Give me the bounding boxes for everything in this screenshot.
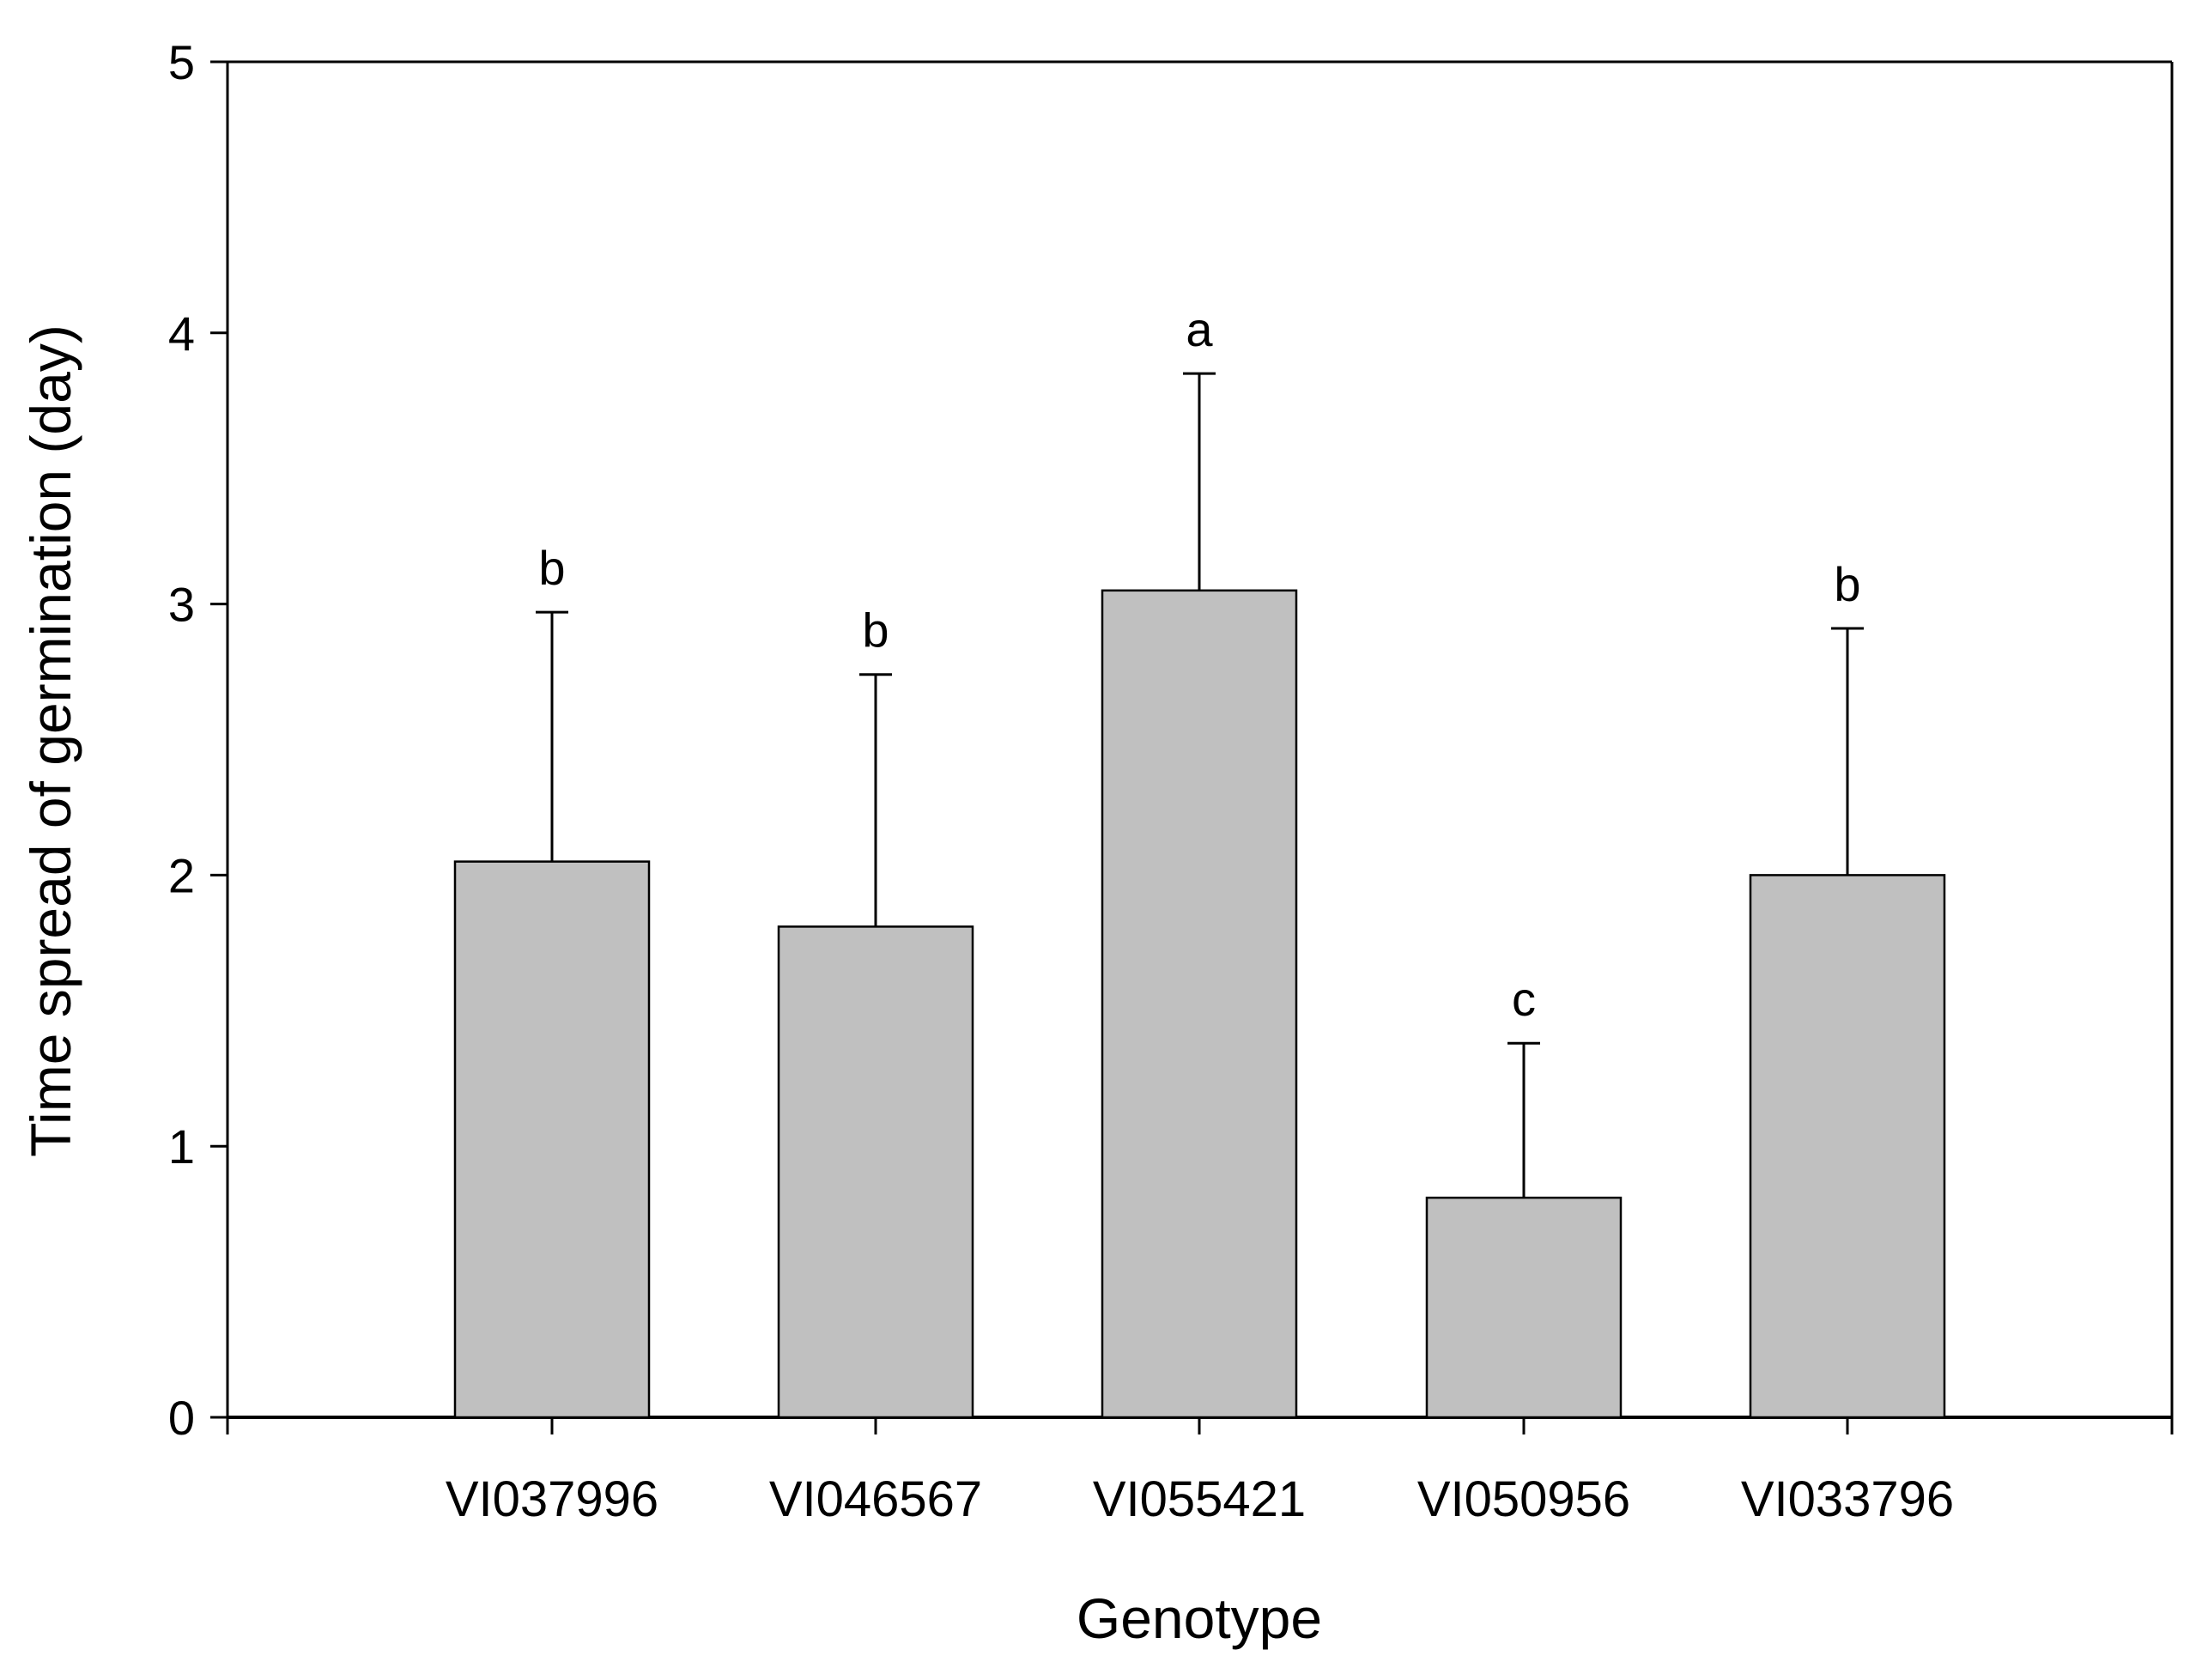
bar-vi033796	[1749, 874, 1946, 1419]
bar-vi037996	[453, 860, 651, 1419]
y-tick-label: 4	[168, 306, 195, 361]
bars	[453, 589, 1946, 1419]
bar-vi055421	[1101, 589, 1298, 1419]
significance-letter: c	[1512, 972, 1536, 1026]
bar-vi046567	[777, 925, 974, 1419]
error-bars	[536, 372, 1864, 1198]
significance-letter: b	[862, 603, 889, 658]
x-axis-title: Genotype	[1077, 1586, 1322, 1650]
x-category-label: VI037996	[446, 1471, 658, 1527]
x-category-label: VI046567	[769, 1471, 982, 1527]
y-tick-label: 1	[168, 1119, 195, 1174]
bar-vi050956	[1425, 1196, 1623, 1419]
significance-letter: a	[1186, 302, 1213, 356]
x-category-label: VI033796	[1741, 1471, 1954, 1527]
y-axis-title: Time spread of germination (day)	[19, 324, 82, 1157]
significance-letter: b	[538, 541, 565, 595]
y-tick-label: 5	[168, 35, 195, 89]
y-tick-label: 3	[168, 578, 195, 632]
x-category-label: VI055421	[1093, 1471, 1306, 1527]
y-tick-label: 2	[168, 848, 195, 902]
y-tick-label: 0	[168, 1391, 195, 1445]
x-category-label: VI050956	[1417, 1471, 1630, 1527]
significance-letter: b	[1834, 557, 1860, 611]
labels: 0 1 2 3 4 5 b VI037996 b VI046567 a VI055421 c VI0509…	[168, 35, 1954, 1527]
